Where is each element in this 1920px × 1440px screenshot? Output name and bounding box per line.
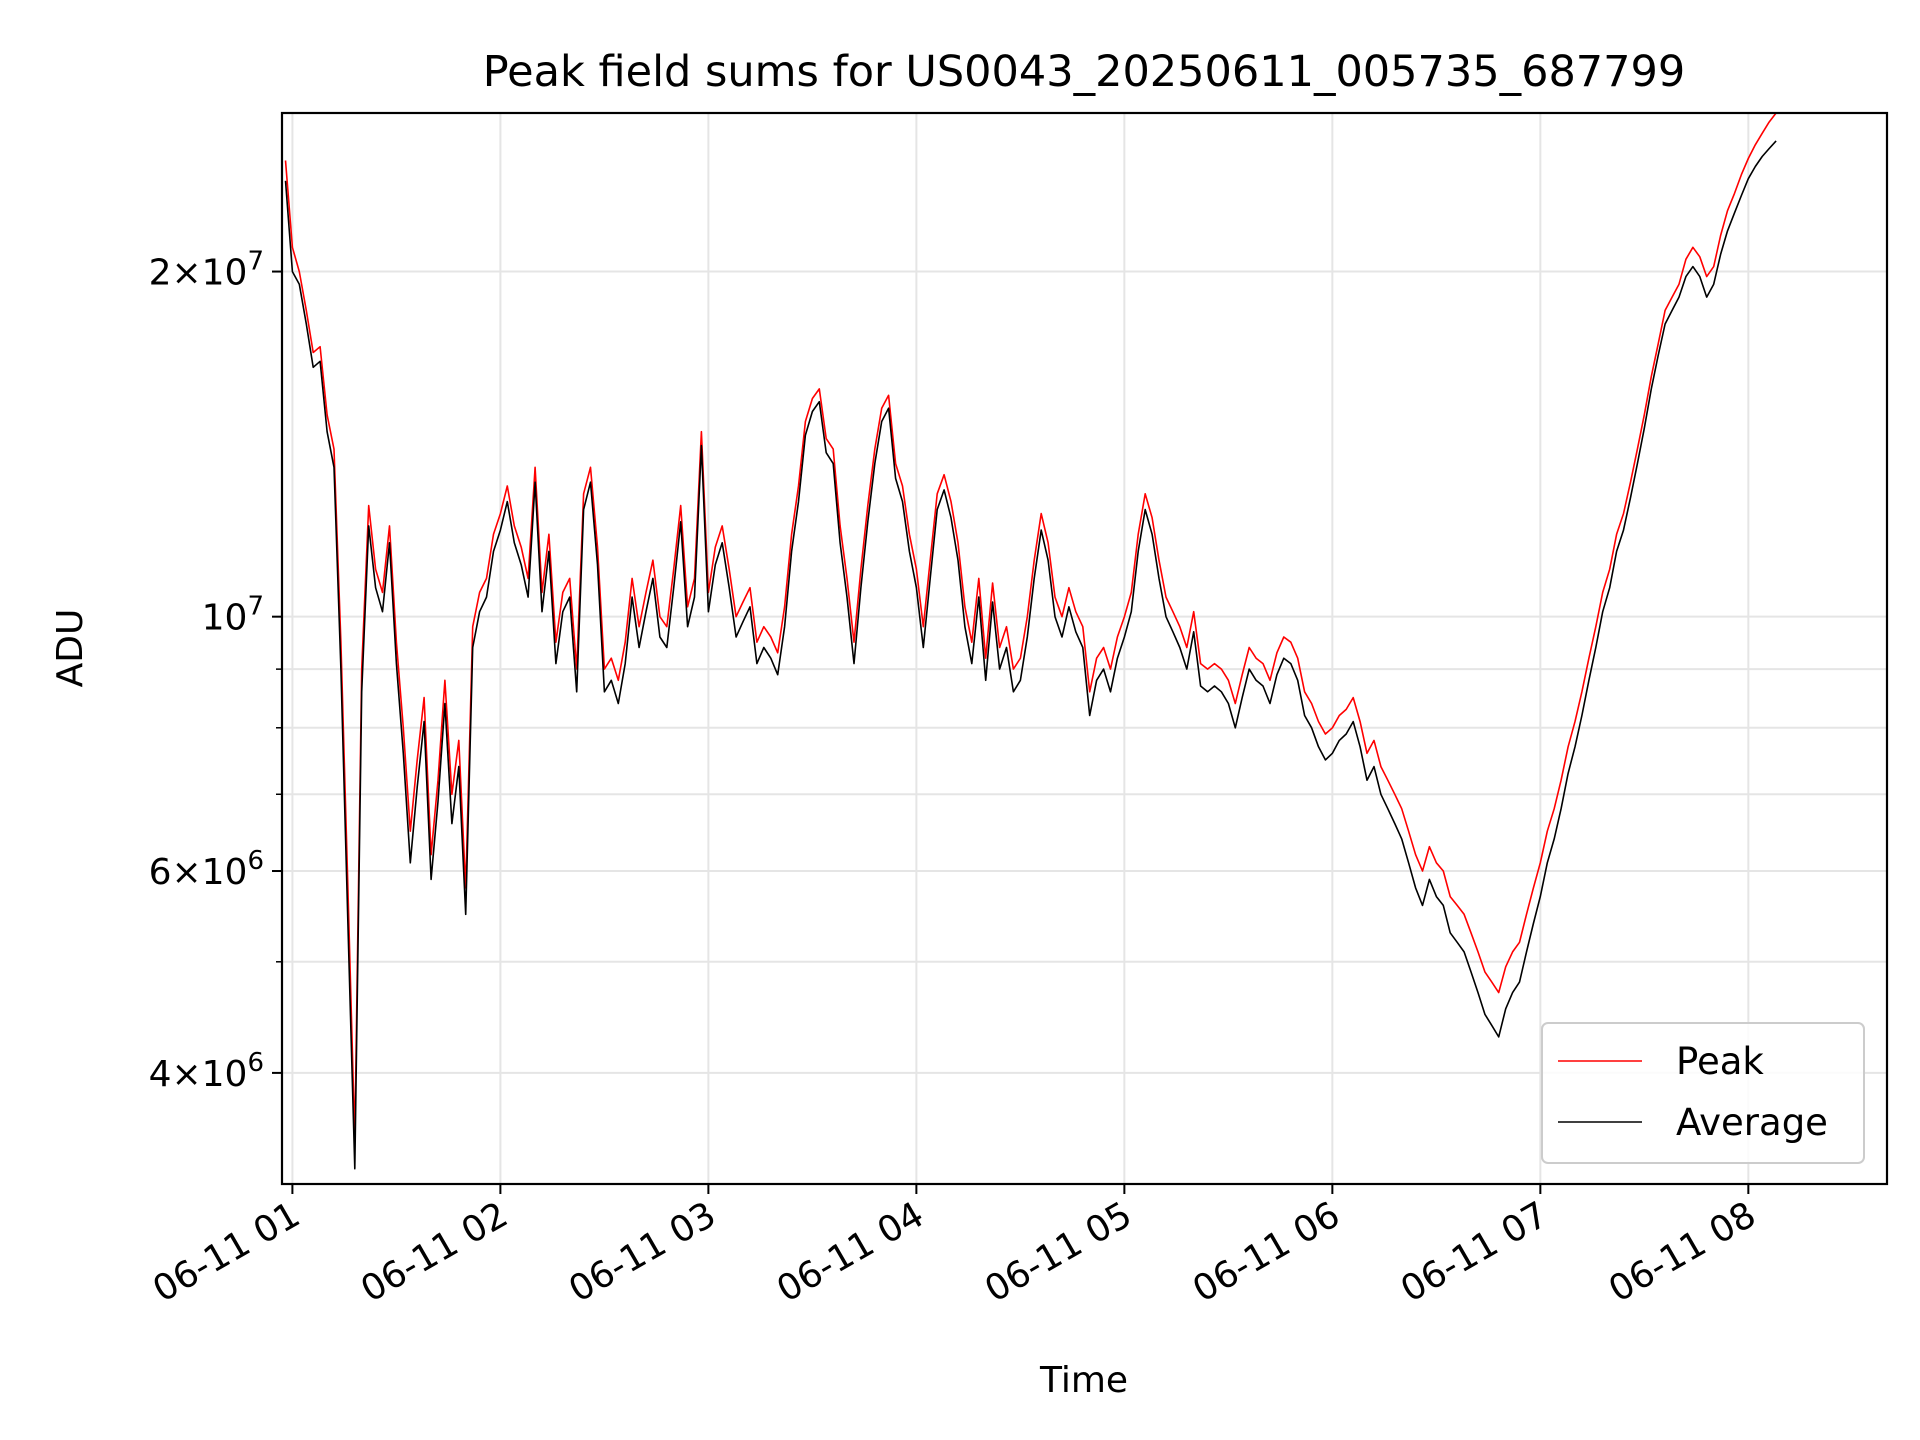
x-axis-label: Time bbox=[1039, 1360, 1128, 1401]
series-line-peak bbox=[284, 112, 1777, 1141]
legend-label-average: Average bbox=[1676, 1101, 1828, 1144]
plot-series bbox=[284, 112, 1777, 1170]
y-tick-label: 107 bbox=[202, 592, 264, 639]
y-tick-label: 4×106 bbox=[149, 1048, 264, 1095]
legend-label-peak: Peak bbox=[1676, 1040, 1764, 1083]
legend: Peak Average bbox=[1541, 1022, 1865, 1164]
y-axis-label: ADU bbox=[50, 609, 91, 688]
y-axis-ticks: 4×106 6×106 107 2×107 bbox=[149, 247, 282, 1095]
series-line-average bbox=[284, 140, 1777, 1170]
grid-lines bbox=[282, 113, 1887, 1184]
chart-title: Peak field sums for US0043_20250611_0057… bbox=[483, 47, 1686, 97]
legend-box bbox=[1541, 1022, 1865, 1164]
y-tick-label: 6×106 bbox=[149, 846, 264, 893]
y-tick-label: 2×107 bbox=[149, 247, 264, 294]
plot-area-frame bbox=[280, 111, 1889, 1186]
